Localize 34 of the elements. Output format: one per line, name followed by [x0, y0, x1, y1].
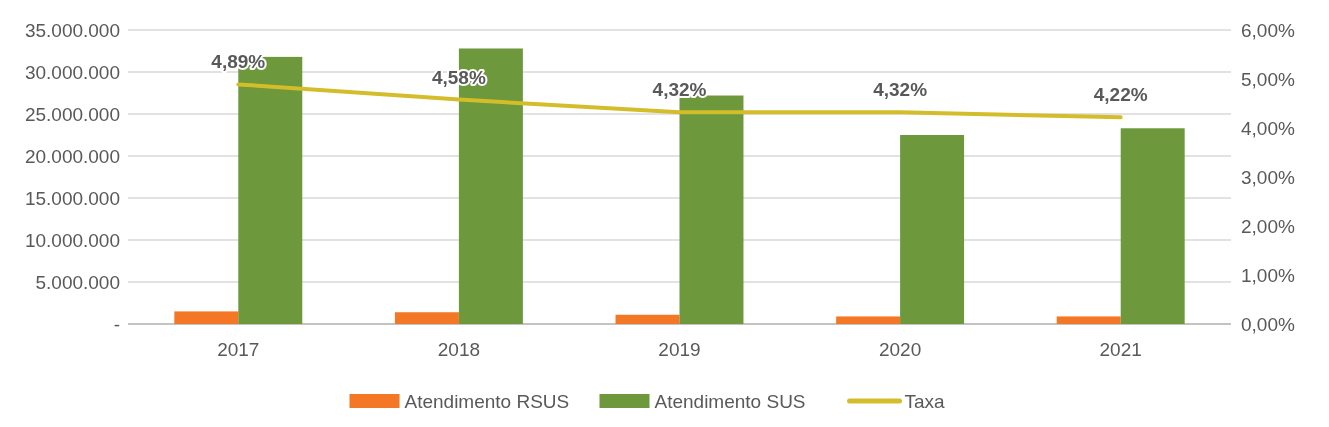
legend-label: Atendimento SUS [654, 390, 806, 412]
bar [1056, 316, 1121, 324]
y2-tick-label: 2,00% [1241, 215, 1295, 237]
bar [615, 314, 680, 324]
y-tick-label: 15.000.000 [24, 187, 120, 209]
y2-tick-label: 3,00% [1241, 166, 1295, 188]
x-tick-label: 2018 [437, 339, 481, 360]
data-label: 4,32% [652, 79, 707, 101]
y-tick-label: 30.000.000 [24, 61, 120, 83]
y-tick-label: - [113, 313, 120, 335]
x-tick-label: 2019 [658, 339, 701, 360]
legend-label: Taxa [904, 390, 946, 412]
data-label: 4,58% [431, 66, 486, 88]
y-tick-label: 25.000.000 [24, 103, 120, 125]
y-tick-label: 5.000.000 [35, 271, 120, 293]
y-tick-label: 35.000.000 [24, 19, 120, 41]
bar [900, 135, 965, 324]
y2-tick-label: 1,00% [1241, 264, 1295, 286]
y2-tick-label: 5,00% [1241, 68, 1295, 90]
data-label: 4,22% [1093, 84, 1148, 106]
x-tick-label: 2017 [217, 339, 260, 360]
x-tick-label: 2020 [878, 339, 922, 360]
x-tick-label: 2021 [1099, 339, 1142, 360]
bar [836, 316, 901, 324]
bar [174, 311, 239, 324]
y2-tick-label: 6,00% [1241, 19, 1295, 41]
bar [1120, 128, 1185, 324]
y-tick-label: 10.000.000 [24, 229, 120, 251]
data-label: 4,32% [873, 79, 928, 101]
y-tick-label: 20.000.000 [24, 145, 120, 167]
bar [394, 312, 459, 324]
y2-tick-label: 4,00% [1241, 117, 1295, 139]
legend-label: Atendimento RSUS [404, 390, 570, 412]
y2-tick-label: 0,00% [1241, 313, 1295, 335]
